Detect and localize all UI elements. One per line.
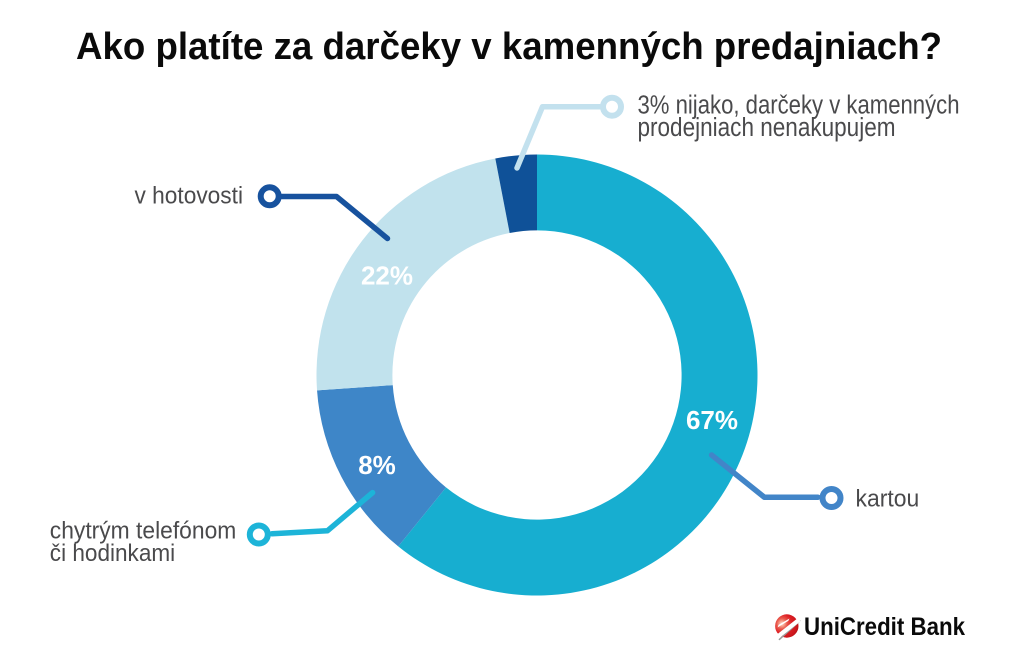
svg-text:v hotovosti: v hotovosti <box>135 183 244 210</box>
svg-text:chytrým telefónom: chytrým telefónom <box>50 518 237 545</box>
svg-text:22%: 22% <box>361 261 413 291</box>
svg-text:8%: 8% <box>358 450 396 480</box>
svg-text:prodejniach nenakupujem: prodejniach nenakupujem <box>638 114 896 142</box>
svg-text:kartou: kartou <box>856 486 920 513</box>
svg-text:či hodinkami: či hodinkami <box>50 540 175 567</box>
svg-text:67%: 67% <box>686 405 738 435</box>
svg-text:UniCredit Bank: UniCredit Bank <box>804 613 965 641</box>
svg-text:3% nijako, darčeky v kamenných: 3% nijako, darčeky v kamenných <box>638 92 960 120</box>
svg-text:Ako platíte za darčeky v kamen: Ako platíte za darčeky v kamenných preda… <box>76 26 942 68</box>
